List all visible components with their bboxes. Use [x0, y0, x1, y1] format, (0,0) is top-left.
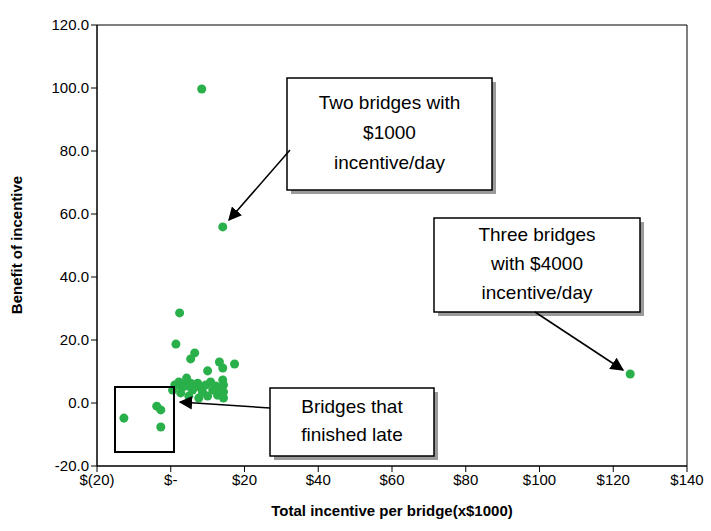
svg-text:Bridges that: Bridges that: [301, 396, 403, 417]
svg-text:Benefit of incentive: Benefit of incentive: [8, 176, 25, 314]
svg-text:Three bridges: Three bridges: [478, 224, 595, 245]
svg-text:Two bridges with: Two bridges with: [319, 92, 461, 113]
svg-text:$140: $140: [670, 471, 703, 488]
svg-text:$1000: $1000: [363, 122, 416, 143]
svg-text:incentive/day: incentive/day: [482, 282, 593, 303]
svg-text:0.0: 0.0: [68, 394, 89, 411]
svg-text:incentive/day: incentive/day: [334, 152, 445, 173]
svg-text:$40: $40: [306, 471, 331, 488]
svg-text:40.0: 40.0: [60, 268, 89, 285]
svg-text:100.0: 100.0: [51, 79, 89, 96]
svg-text:80.0: 80.0: [60, 142, 89, 159]
svg-text:finished late: finished late: [301, 424, 402, 445]
svg-text:Total incentive per bridge(x$1: Total incentive per bridge(x$1000): [271, 502, 512, 519]
svg-text:with $4000: with $4000: [490, 253, 583, 274]
svg-text:$100: $100: [523, 471, 556, 488]
svg-text:120.0: 120.0: [51, 16, 89, 33]
svg-text:$20: $20: [232, 471, 257, 488]
svg-text:$(20): $(20): [79, 470, 115, 488]
svg-text:$120: $120: [597, 471, 630, 488]
svg-text:20.0: 20.0: [60, 331, 89, 348]
svg-text:$-: $-: [164, 471, 177, 488]
svg-text:-20.0: -20.0: [55, 457, 89, 474]
svg-text:60.0: 60.0: [60, 205, 89, 222]
svg-text:$60: $60: [379, 471, 404, 488]
svg-text:$80: $80: [453, 471, 478, 488]
